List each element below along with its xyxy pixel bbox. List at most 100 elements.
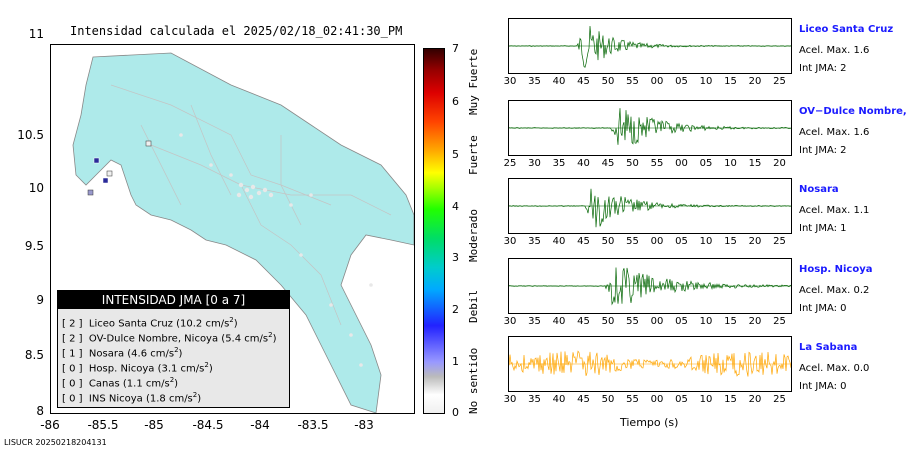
seismogram-trace[interactable]	[508, 258, 792, 314]
station-marker-dulce-nombre[interactable]	[102, 177, 109, 184]
trace-tick-label: 05	[699, 158, 713, 169]
trace-tick-label: 45	[577, 394, 590, 405]
seismogram-trace[interactable]	[508, 336, 792, 392]
trace-tick-label: 40	[552, 316, 566, 327]
waveform-line	[509, 350, 791, 377]
station-jma-intensity: Int JMA: 0	[799, 381, 847, 392]
station-max-accel: Acel. Max. 0.2	[799, 285, 870, 296]
waveform-line	[509, 267, 791, 306]
legend-row: [ 0 ] INS Nicoya (1.8 cm/s2)	[62, 391, 202, 405]
colorbar-tick: 4	[452, 200, 459, 213]
station-max-accel: Acel. Max. 1.6	[799, 45, 870, 56]
waveform-line	[509, 108, 791, 145]
waveform-line	[509, 188, 791, 228]
trace-tick-label: 30	[503, 394, 517, 405]
road-network	[110, 84, 392, 326]
station-name[interactable]: Hosp. Nicoya	[799, 264, 873, 275]
trace-tick-label: 55	[626, 76, 639, 87]
legend-row: [ 2 ] Liceo Santa Cruz (10.2 cm/s2)	[62, 316, 238, 330]
trace-tick-label: 35	[528, 394, 541, 405]
legend-rows: [ 2 ] Liceo Santa Cruz (10.2 cm/s2) [ 2 …	[58, 309, 289, 405]
trace-tick-label: 50	[601, 236, 615, 247]
trace-tick-label: 00	[650, 76, 664, 87]
intensity-legend: INTENSIDAD JMA [0 a 7] [ 2 ] Liceo Santa…	[57, 290, 290, 408]
trace-tick-label: 00	[650, 394, 664, 405]
trace-tick-label: 50	[601, 76, 615, 87]
map-xtick: -83.5	[297, 418, 329, 432]
colorbar-tick: 0	[452, 406, 459, 419]
colorbar-label-moderado: Moderado	[467, 209, 480, 262]
trace-tick-label: 30	[528, 158, 541, 169]
city-dots	[179, 133, 373, 367]
station-jma-intensity: Int JMA: 1	[799, 223, 847, 234]
trace-tick-label: 15	[724, 76, 737, 87]
map-ytick: 9	[36, 293, 44, 307]
colorbar-tick: 3	[452, 251, 459, 264]
trace-tick-label: 00	[650, 236, 664, 247]
trace-tick-label: 20	[748, 394, 762, 405]
trace-tick-label: 30	[503, 236, 517, 247]
costa-rica-map	[72, 52, 414, 413]
trace-tick-label: 45	[577, 316, 590, 327]
trace-tick-label: 50	[601, 394, 615, 405]
colorbar-tick: 6	[452, 95, 459, 108]
seismogram-trace[interactable]	[508, 178, 792, 234]
intensity-colorbar	[423, 48, 445, 414]
station-name[interactable]: Nosara	[799, 184, 839, 195]
trace-tick-label: 25	[773, 76, 786, 87]
trace-tick-label: 05	[675, 394, 688, 405]
legend-title: INTENSIDAD JMA [0 a 7]	[58, 291, 289, 309]
trace-tick-label: 10	[699, 76, 713, 87]
colorbar-tick: 1	[452, 355, 459, 368]
waveform	[509, 25, 791, 68]
trace-tick-label: 25	[503, 158, 517, 169]
station-name[interactable]: La Sabana	[799, 342, 858, 353]
trace-tick-label: 20	[748, 236, 762, 247]
map-xtick: -83	[354, 418, 374, 432]
station-name[interactable]: OV−Dulce Nombre, Nico	[799, 106, 910, 117]
station-name[interactable]: Liceo Santa Cruz	[799, 24, 894, 35]
trace-tick-label: 50	[601, 316, 615, 327]
trace-tick-label: 55	[626, 236, 639, 247]
trace-tick-label: 10	[724, 158, 737, 169]
seismogram-trace[interactable]	[508, 100, 792, 156]
station-marker-nicoya[interactable]	[106, 170, 113, 177]
trace-tick-label: 30	[503, 316, 517, 327]
map-ytick: 8	[36, 404, 44, 418]
colorbar-label-muy-fuerte: Muy Fuerte	[467, 48, 480, 115]
waveform	[509, 188, 791, 228]
waveform	[509, 350, 791, 377]
station-marker-canas[interactable]	[145, 140, 152, 147]
seismogram-trace[interactable]	[508, 18, 792, 74]
trace-tick-label: 25	[773, 236, 786, 247]
trace-tick-label: 00	[650, 316, 664, 327]
station-marker-santa-cruz[interactable]	[93, 157, 100, 164]
trace-tick-label: 35	[528, 76, 541, 87]
trace-tick-label: 05	[675, 76, 688, 87]
colorbar-label-no-sentido: No sentido	[467, 347, 480, 414]
legend-row: [ 1 ] Nosara (4.6 cm/s2)	[62, 346, 183, 360]
station-jma-intensity: Int JMA: 0	[799, 303, 847, 314]
trace-tick-label: 25	[773, 316, 786, 327]
legend-row: [ 0 ] Canas (1.1 cm/s2)	[62, 376, 179, 390]
trace-tick-label: 35	[552, 158, 566, 169]
trace-tick-label: 40	[552, 394, 566, 405]
map-ytick: 9.5	[24, 239, 44, 253]
trace-tick-label: 05	[675, 236, 688, 247]
trace-tick-label: 35	[528, 316, 541, 327]
map-ytick: 10	[28, 181, 44, 195]
colorbar-tick: 7	[452, 42, 459, 55]
station-marker-nosara[interactable]	[87, 189, 94, 196]
trace-tick-label: 55	[626, 394, 639, 405]
station-jma-intensity: Int JMA: 2	[799, 145, 847, 156]
trace-tick-label: 15	[724, 394, 737, 405]
trace-tick-label: 55	[626, 316, 639, 327]
waveform	[509, 108, 791, 145]
waveform-line	[509, 25, 791, 68]
trace-tick-label: 40	[552, 236, 566, 247]
trace-tick-label: 20	[748, 316, 762, 327]
trace-tick-label: 35	[528, 236, 541, 247]
station-max-accel: Acel. Max. 1.1	[799, 205, 870, 216]
trace-tick-label: 15	[724, 316, 737, 327]
trace-tick-label: 50	[626, 158, 639, 169]
